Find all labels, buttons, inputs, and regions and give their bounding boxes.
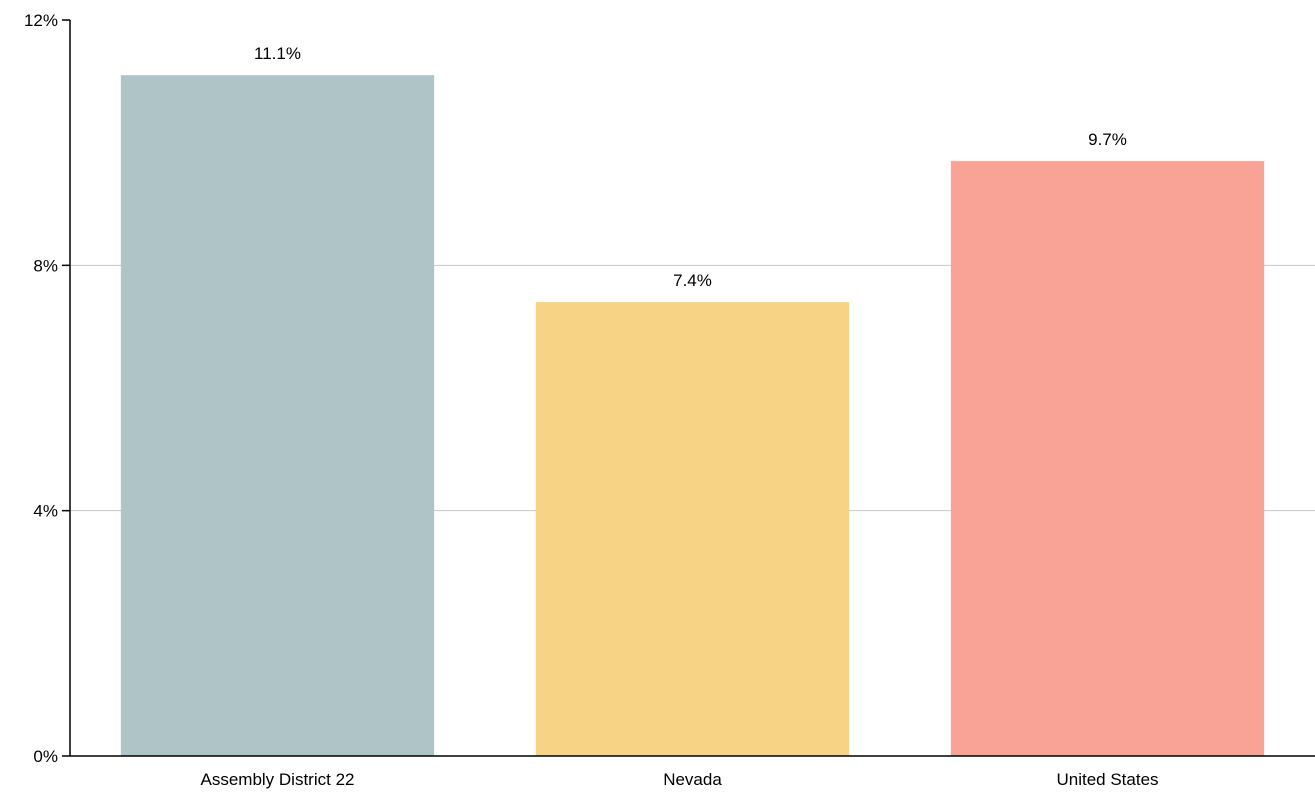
bar-2 bbox=[950, 161, 1265, 757]
y-tick-label-3: 12% bbox=[24, 11, 58, 30]
data-label-2: 9.7% bbox=[1088, 130, 1127, 149]
axes: Assembly District 22 Nevada United States 0… bbox=[24, 11, 1315, 789]
y-tick-label-1: 4% bbox=[33, 502, 58, 521]
bar-0 bbox=[120, 75, 435, 756]
data-labels: 11.1% 7.4% 9.7% bbox=[254, 44, 1127, 290]
bars bbox=[120, 75, 1265, 757]
data-label-1: 7.4% bbox=[673, 271, 712, 290]
x-tick-label-1: Nevada bbox=[663, 770, 722, 789]
x-tick-label-0: Assembly District 22 bbox=[201, 770, 355, 789]
y-tick-label-2: 8% bbox=[33, 256, 58, 275]
bar-1 bbox=[535, 302, 850, 756]
data-label-0: 11.1% bbox=[254, 44, 301, 63]
x-tick-label-2: United States bbox=[1056, 770, 1158, 789]
y-tick-label-0: 0% bbox=[33, 747, 58, 766]
